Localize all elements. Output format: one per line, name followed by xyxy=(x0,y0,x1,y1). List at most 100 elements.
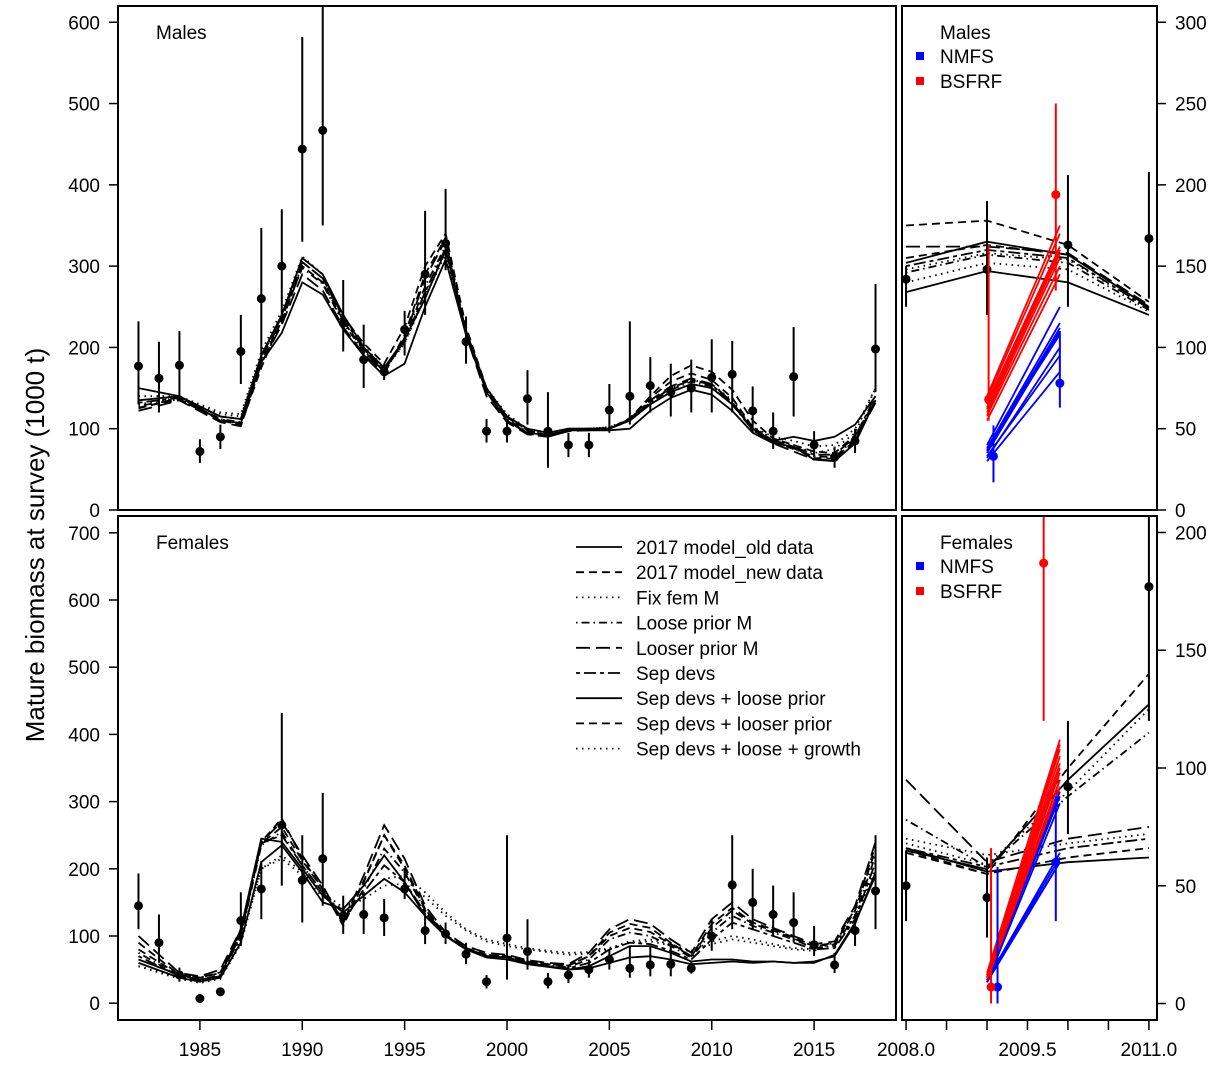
legend-label: 2017 model_new data xyxy=(636,563,823,584)
legend-swatch xyxy=(916,587,924,595)
legend-swatch xyxy=(916,52,924,60)
observed-point xyxy=(502,426,512,436)
nmfs-observed-point xyxy=(993,982,1003,992)
panel-label: Males xyxy=(156,23,207,44)
series-line xyxy=(137,825,877,979)
observed-point xyxy=(133,901,143,911)
bsfrf-observed-point xyxy=(986,982,996,992)
panel-label: Females xyxy=(156,533,229,554)
observed-point xyxy=(359,355,369,365)
observed-point xyxy=(625,391,635,401)
y-tick-label: 600 xyxy=(68,13,100,34)
observed-point xyxy=(195,446,205,456)
y-axis-label: Mature biomass at survey (1000 t) xyxy=(20,348,50,743)
observed-point xyxy=(604,955,614,965)
legend-swatch xyxy=(916,562,924,570)
observed-point xyxy=(982,893,992,903)
y-tick-label: 100 xyxy=(68,420,100,441)
series-line xyxy=(138,834,877,982)
observed-point xyxy=(850,436,860,446)
observed-point xyxy=(686,383,696,393)
series-line xyxy=(138,830,877,981)
bsfrf-model-line xyxy=(986,257,1061,413)
bsfrf-model-line xyxy=(986,246,1061,404)
y-tick-label: 100 xyxy=(1175,759,1207,780)
series-legend: 2017 model_old data 2017 model_new data Fi… xyxy=(576,538,861,761)
y-tick-label: 0 xyxy=(89,501,100,522)
observed-point xyxy=(727,880,737,890)
observed-point xyxy=(420,926,430,936)
panel-label: Males xyxy=(940,23,991,44)
y-tick-label: 700 xyxy=(68,524,100,545)
observed-point xyxy=(543,977,553,987)
observed-point xyxy=(461,337,471,347)
observed-point xyxy=(748,897,758,907)
bsfrf-model-line xyxy=(986,265,1061,417)
observed-point xyxy=(379,367,389,377)
females-main-plot-area xyxy=(133,712,881,1003)
nmfs-model-line xyxy=(986,861,1061,983)
observed-point xyxy=(522,394,532,404)
bsfrf-model-line xyxy=(986,249,1061,408)
x-tick-label: 2015 xyxy=(793,1040,835,1061)
observed-point xyxy=(338,318,348,328)
observed-point xyxy=(768,909,778,919)
observed-point xyxy=(707,931,717,941)
observed-point xyxy=(902,274,911,284)
observed-point xyxy=(830,960,840,970)
legend-label: 2017 model_old data xyxy=(636,538,814,559)
nmfs-model-line xyxy=(986,346,1061,459)
legend-label: Sep devs + looser prior xyxy=(636,714,833,735)
observed-point xyxy=(461,949,471,959)
observed-point xyxy=(982,264,992,274)
males-inset-panel: 0 50 100 150 200 250 300 Males NMFS BSFRF xyxy=(901,5,1207,522)
observed-point xyxy=(236,916,246,926)
y-tick-label: 0 xyxy=(1175,995,1186,1016)
observed-point xyxy=(809,940,819,950)
observed-point xyxy=(482,426,492,436)
y-tick-label: 200 xyxy=(68,860,100,881)
observed-point xyxy=(297,144,307,154)
series-line xyxy=(905,837,1150,868)
observed-point xyxy=(318,854,328,864)
nmfs-model-line xyxy=(986,333,1061,449)
x-tick-label: 2009.5 xyxy=(998,1040,1056,1061)
legend-label: Sep devs xyxy=(636,664,715,685)
females-main-panel: 0 100 200 300 400 500 600 700 1985 1990 1995 2000 20… xyxy=(68,515,897,1061)
y-tick-label: 50 xyxy=(1175,420,1196,441)
nmfs-observed-point xyxy=(1055,378,1065,388)
observed-point xyxy=(1144,582,1154,592)
males-inset-plot-area xyxy=(902,103,1154,483)
x-tick-label: 1985 xyxy=(179,1040,221,1061)
observed-point xyxy=(809,440,819,450)
bsfrf-observed-point xyxy=(984,394,994,404)
observed-point xyxy=(318,125,328,135)
legend-label: BSFRF xyxy=(940,582,1002,603)
observed-point xyxy=(625,963,635,973)
observed-point xyxy=(215,987,225,997)
observed-point xyxy=(563,970,573,980)
observed-point xyxy=(502,933,512,943)
series-line xyxy=(905,673,1150,876)
males-main-plot-area xyxy=(133,6,881,468)
observed-point xyxy=(277,820,287,830)
series-line xyxy=(905,261,1150,313)
series-line xyxy=(905,703,1150,871)
observed-point xyxy=(420,269,430,279)
legend-label: Fix fem M xyxy=(636,588,719,609)
legend-label: BSFRF xyxy=(940,72,1002,93)
bsfrf-observed-point xyxy=(1039,558,1049,568)
observed-point xyxy=(154,373,164,383)
y-tick-label: 600 xyxy=(68,591,100,612)
y-tick-label: 50 xyxy=(1175,877,1196,898)
y-tick-label: 200 xyxy=(68,338,100,359)
bsfrf-model-line xyxy=(986,225,1061,397)
observed-point xyxy=(482,977,492,987)
series-line xyxy=(905,708,1150,866)
series-line xyxy=(138,235,877,460)
legend-label: NMFS xyxy=(940,47,994,68)
observed-point xyxy=(707,372,717,382)
y-tick-label: 100 xyxy=(1175,338,1207,359)
legend-label: Loose prior M xyxy=(636,614,752,635)
